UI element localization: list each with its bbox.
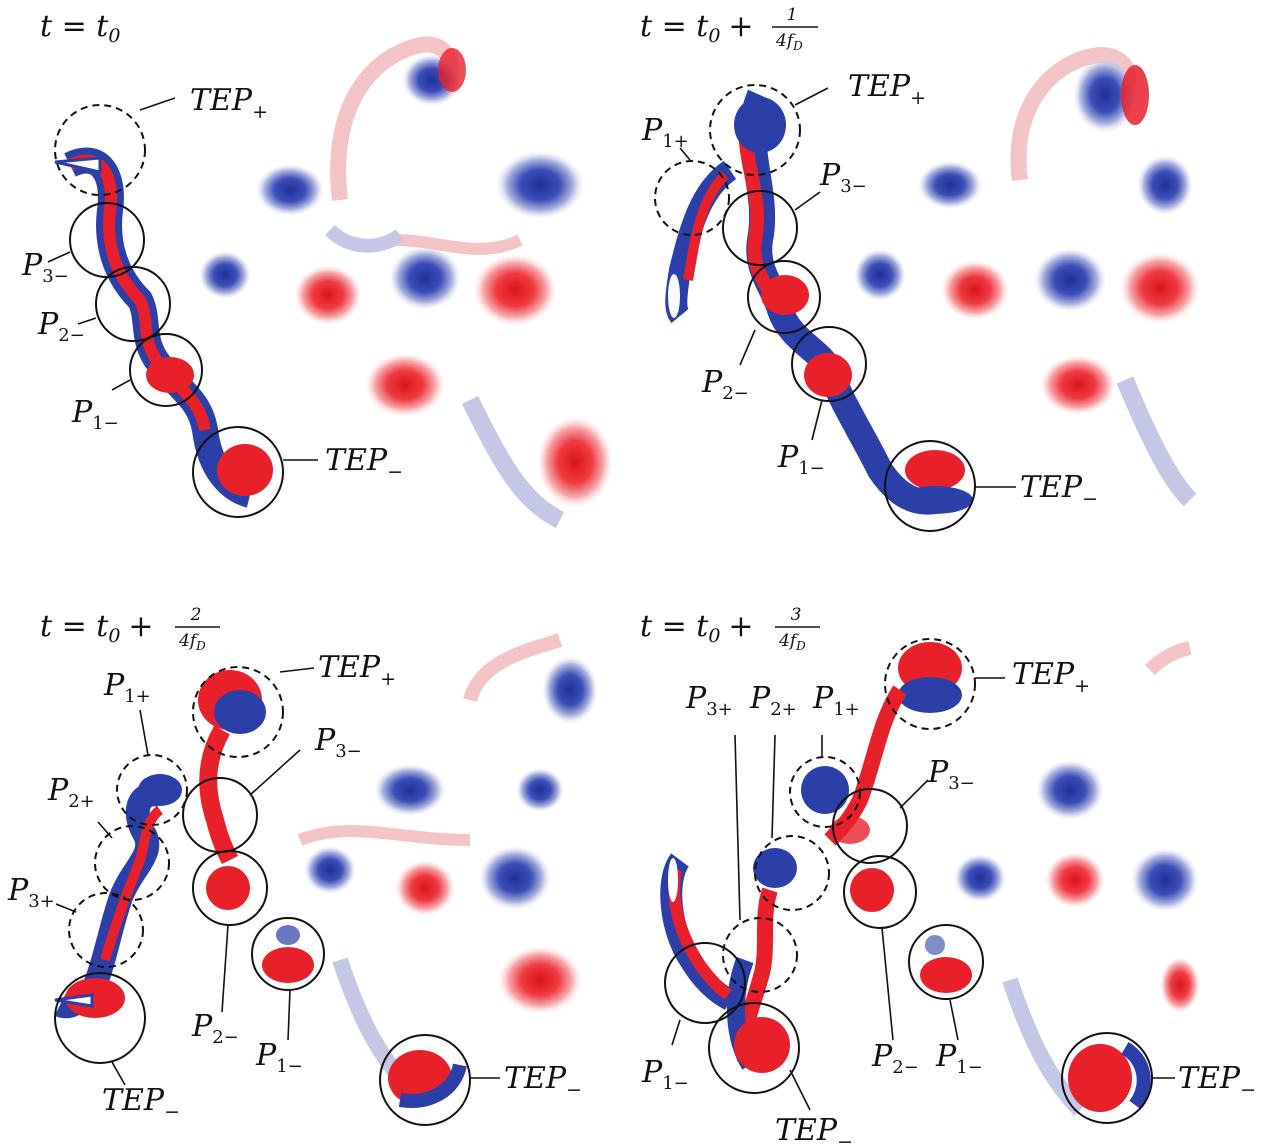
panel-b-field [665,46,1200,515]
panel-c-p1-plus-ring [116,754,188,826]
panel-d-time-label: t = t0 + [640,609,754,647]
panel-d-p1-minus-label: P1− [641,1055,689,1094]
panel-a-tep-plus-ring [54,104,146,196]
panel-c-field [54,633,598,1108]
panel-c-p2-plus-label: P2+ [47,773,95,812]
panel-b-p1-ring [791,326,867,402]
panel-c-p3-label: P3− [314,723,362,762]
panel-b-p3-ring [722,190,798,266]
panel-c-tep-plus-ring [192,666,284,758]
panel-a-p2-ring [95,266,171,342]
panel-d-p1-plus-ring [789,756,861,828]
panel-d-p3-ring [832,788,908,864]
panel-c: t = t0 + 2 4fD TEP+ P1+ P2+ P3+ P3− P2− P… [7,605,598,1126]
panel-a-p1-ring [129,333,203,407]
panel-d-p3-label: P3− [927,755,975,794]
panel-d-time-den: 4fD [778,631,806,653]
panel-c-p1-plus-label: P1+ [103,668,151,707]
panel-c-time-num: 2 [190,605,202,625]
panel-d-p3-plus-label: P3+ [685,681,733,720]
panel-d-p2-ring [843,855,917,929]
panel-d-tep-plus-label: TEP+ [1012,657,1090,697]
panel-c-time-den: 4fD [178,631,206,653]
panel-c-p1-label: P1− [255,1038,303,1077]
panel-d-tep-minus-label-2: TEP− [1178,1061,1256,1101]
panel-c-tep-minus-ring [54,972,146,1064]
panel-c-p3-plus-label: P3+ [7,873,55,912]
panel-d: t = t0 + 3 4fD TEP+ P3+ P2+ P1+ P3− P2− P… [640,605,1256,1144]
panel-d-time-num: 3 [791,605,802,625]
panel-d-field [660,641,1200,1116]
panel-d-tep-plus-ring [884,638,976,730]
panel-c-tep-minus-label-2: TEP− [504,1061,582,1101]
panel-b-time-num: 1 [787,5,798,25]
panel-b: t = t0 + 1 4fD TEP+ P1+ P3− P2− P1− TEP− [640,5,1200,532]
panel-d-p2-plus-label: P2+ [749,681,797,720]
panel-a-p3-label: P3− [21,248,69,287]
panel-c-p2-ring [192,850,268,926]
panel-c-time-label: t = t0 + [40,609,154,647]
panel-a-p1-label: P1− [71,395,119,434]
panel-d-tep-minus-label: TEP− [775,1113,853,1144]
panel-b-p3-label: P3− [819,158,867,197]
panel-b-tep-minus-ring [884,440,976,532]
panel-b-p1-plus-label: P1+ [641,113,689,152]
panel-b-p1-label: P1− [777,440,825,479]
panel-a-tep-minus-ring [192,426,284,518]
panel-d-tep-minus-ring [708,1002,800,1094]
panel-c-tep-plus-label: TEP+ [318,650,396,690]
panel-d-p1-ring [908,924,984,1000]
panel-a-tep-minus-label: TEP− [325,443,403,483]
panel-a-time-label: t = t0 [40,9,120,47]
panel-d-p1-label: P1− [935,1039,983,1078]
panel-d-p1-minus-ring [664,942,746,1024]
panel-b-p2-ring [747,260,821,334]
panel-a: t = t0 TEP+ P3− P2− P1− TEP− [21,9,613,529]
panel-c-tep-minus-label: TEP− [102,1083,180,1123]
panel-d-p1-plus-label: P1+ [812,681,860,720]
panel-a-tep-plus-label: TEP+ [190,83,268,123]
panel-b-time-den: 4fD [775,31,803,53]
panel-a-p2-label: P2− [37,307,85,346]
panel-c-p2-label: P2− [191,1009,239,1048]
panel-b-time-label: t = t0 + [640,9,754,47]
panel-b-tep-plus-label: TEP+ [848,69,926,109]
panel-d-p2-plus-ring [754,835,830,911]
panel-c-p1-ring [251,917,325,991]
panel-b-p2-label: P2− [701,365,749,404]
panel-c-p2-plus-ring [94,825,170,901]
panel-b-tep-minus-label: TEP− [1020,470,1098,510]
panel-c-tep-minus-ring-2 [379,1034,471,1126]
panel-c-p3-plus-ring [68,892,144,968]
panel-a-field [54,36,613,529]
panel-b-p1-plus-ring [654,160,730,236]
panel-d-p2-label: P2− [871,1039,919,1078]
panel-b-tep-plus-ring [709,84,801,176]
panel-d-p3-plus-ring [722,917,798,993]
